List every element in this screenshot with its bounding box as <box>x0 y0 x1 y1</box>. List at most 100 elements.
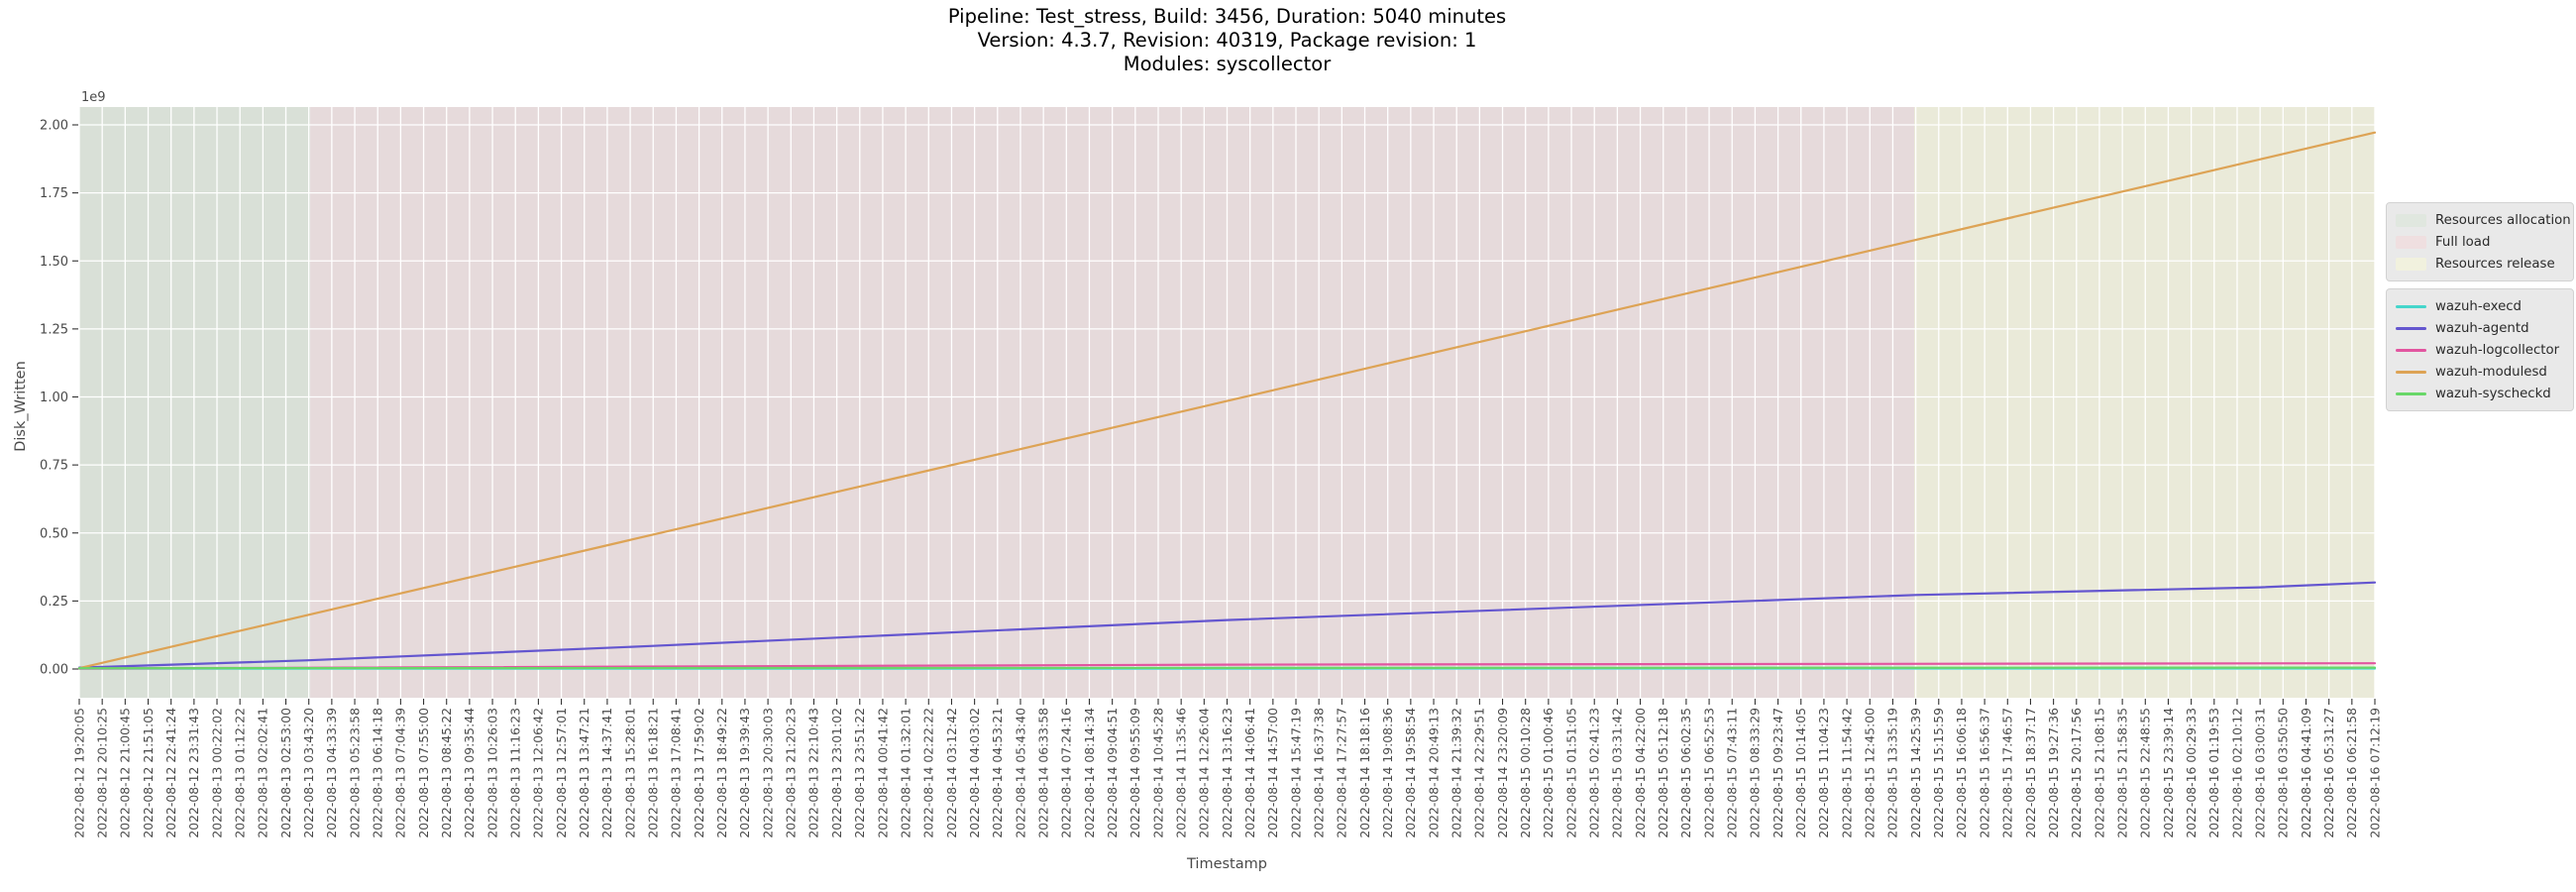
legend-label: Resources allocation <box>2435 212 2571 228</box>
x-tick-label: 2022-08-13 23:01:02 <box>829 708 844 838</box>
phase-span-resources-allocation <box>79 107 311 698</box>
x-tick-label: 2022-08-14 05:43:40 <box>1013 708 1027 838</box>
x-tick-label: 2022-08-13 05:23:58 <box>347 708 362 838</box>
x-tick-label: 2022-08-13 03:43:20 <box>301 708 316 838</box>
x-tick-label: 2022-08-15 15:15:59 <box>1931 708 1946 838</box>
x-tick-label: 2022-08-13 18:49:22 <box>714 708 729 838</box>
x-tick-label: 2022-08-12 23:31:43 <box>186 708 201 838</box>
series-lines <box>77 131 2377 670</box>
x-tick-label: 2022-08-14 14:06:41 <box>1242 708 1257 838</box>
x-tick-label: 2022-08-14 10:45:28 <box>1150 708 1165 838</box>
legend-series: wazuh-execd wazuh-agentd wazuh-logcollecto… <box>2386 288 2574 411</box>
x-tick-label: 2022-08-13 07:55:00 <box>416 708 431 838</box>
x-tick-label: 2022-08-15 16:06:18 <box>1954 708 1969 838</box>
y-tick-label: 0.00 <box>40 663 68 678</box>
legend-item-resources-release: Resources release <box>2396 253 2564 275</box>
x-tick-label: 2022-08-15 22:48:55 <box>2138 708 2153 838</box>
x-tick-label: 2022-08-13 02:53:00 <box>278 708 293 838</box>
legend-item-resources-allocation: Resources allocation <box>2396 209 2571 231</box>
y-tick-label: 0.25 <box>40 595 68 610</box>
x-tick-label: 2022-08-13 12:06:42 <box>531 708 546 838</box>
legend-label: Full load <box>2435 234 2491 250</box>
x-tick-label: 2022-08-15 20:17:56 <box>2069 708 2084 838</box>
x-tick-label: 2022-08-14 04:53:21 <box>990 708 1005 838</box>
x-tick-label: 2022-08-15 07:43:11 <box>1725 708 1740 838</box>
x-tick-label: 2022-08-14 21:39:32 <box>1449 708 1464 838</box>
x-tick-label: 2022-08-14 02:22:22 <box>921 708 936 838</box>
resources-allocation-swatch <box>2396 213 2426 227</box>
x-tick-label: 2022-08-15 13:35:19 <box>1885 708 1900 838</box>
x-tick-label: 2022-08-13 19:39:43 <box>737 708 752 838</box>
x-tick-label: 2022-08-16 06:21:58 <box>2344 708 2359 838</box>
x-tick-label: 2022-08-15 09:23:47 <box>1771 708 1785 838</box>
x-tick-label: 2022-08-13 04:33:39 <box>324 708 339 838</box>
x-tick-label: 2022-08-16 05:31:27 <box>2321 708 2336 838</box>
title-line-1: Pipeline: Test_stress, Build: 3456, Dura… <box>947 5 1507 28</box>
x-tick-label: 2022-08-13 10:26:03 <box>484 708 499 838</box>
x-tick-label: 2022-08-15 05:12:18 <box>1656 708 1670 838</box>
y-axis-offset-label: 1e9 <box>81 90 106 105</box>
x-axis-label: Timestamp <box>1187 856 1267 872</box>
legend-phases: Resources allocation Full load Resources r… <box>2386 202 2574 281</box>
wazuh-modulesd-swatch <box>2396 370 2426 374</box>
x-tick-label: 2022-08-14 04:03:02 <box>967 708 982 838</box>
x-tick-label: 2022-08-13 00:22:02 <box>209 708 224 838</box>
x-tick-label: 2022-08-14 00:41:42 <box>875 708 890 838</box>
x-tick-label: 2022-08-14 03:12:42 <box>944 708 959 838</box>
x-tick-label: 2022-08-15 16:56:37 <box>1977 708 1991 838</box>
x-tick-label: 2022-08-14 07:24:16 <box>1059 708 1074 838</box>
full-load-swatch <box>2396 235 2426 249</box>
x-tick-label: 2022-08-13 01:12:22 <box>232 708 247 838</box>
legend-item-wazuh-logcollector: wazuh-logcollector <box>2396 339 2564 361</box>
x-tick-label: 2022-08-12 22:41:24 <box>163 708 178 838</box>
y-tick-label: 1.25 <box>40 322 68 337</box>
x-tick-label: 2022-08-15 11:54:42 <box>1839 708 1854 838</box>
x-tick-label: 2022-08-13 12:57:01 <box>554 708 569 838</box>
x-tick-label: 2022-08-16 00:29:33 <box>2184 708 2199 838</box>
x-tick-label: 2022-08-13 08:45:22 <box>439 708 454 838</box>
x-tick-label: 2022-08-14 16:37:38 <box>1311 708 1326 838</box>
x-tick-label: 2022-08-13 21:20:23 <box>784 708 799 838</box>
x-tick-label: 2022-08-15 19:27:36 <box>2046 708 2061 838</box>
title-line-2: Version: 4.3.7, Revision: 40319, Package… <box>977 29 1477 52</box>
title-line-3: Modules: syscollector <box>1123 53 1332 75</box>
x-tick-label: 2022-08-15 11:04:23 <box>1816 708 1831 838</box>
x-tick-label: 2022-08-13 02:02:41 <box>256 708 270 838</box>
x-tick-label: 2022-08-12 21:51:05 <box>141 708 156 838</box>
x-tick-label: 2022-08-16 07:12:19 <box>2367 708 2382 838</box>
x-tick-label: 2022-08-15 10:14:05 <box>1793 708 1808 838</box>
legend-item-wazuh-syscheckd: wazuh-syscheckd <box>2396 383 2564 404</box>
x-tick-label: 2022-08-13 16:18:21 <box>646 708 661 838</box>
x-tick-label: 2022-08-16 03:00:31 <box>2252 708 2267 838</box>
x-tick-label: 2022-08-15 00:10:28 <box>1518 708 1533 838</box>
axis-tick-marks <box>72 124 2376 705</box>
x-tick-label: 2022-08-13 06:14:18 <box>371 708 385 838</box>
x-tick-label: 2022-08-14 19:08:36 <box>1380 708 1395 838</box>
x-tick-label: 2022-08-15 02:41:23 <box>1587 708 1602 838</box>
x-tick-label: 2022-08-14 09:55:09 <box>1127 708 1142 838</box>
x-tick-label: 2022-08-12 21:00:45 <box>118 708 133 838</box>
phase-span-resources-release <box>1913 107 2375 698</box>
x-tick-label: 2022-08-15 03:31:42 <box>1610 708 1625 838</box>
series-line-wazuh-agentd <box>77 581 2377 669</box>
x-tick-label: 2022-08-14 14:57:00 <box>1265 708 1280 838</box>
x-tick-label: 2022-08-12 20:10:25 <box>94 708 109 838</box>
x-tick-label: 2022-08-14 06:33:58 <box>1035 708 1050 838</box>
x-tick-label: 2022-08-14 01:32:01 <box>898 708 912 838</box>
x-tick-label: 2022-08-14 23:20:09 <box>1495 708 1510 838</box>
x-tick-label: 2022-08-16 03:50:50 <box>2276 708 2291 838</box>
x-tick-label: 2022-08-16 01:19:53 <box>2206 708 2221 838</box>
x-tick-label: 2022-08-13 17:08:41 <box>669 708 684 838</box>
x-tick-label: 2022-08-14 09:04:51 <box>1105 708 1120 838</box>
legend-item-wazuh-modulesd: wazuh-modulesd <box>2396 361 2564 383</box>
x-tick-label: 2022-08-13 20:30:03 <box>760 708 775 838</box>
legend-label: wazuh-execd <box>2435 298 2522 314</box>
x-tick-label: 2022-08-15 17:46:57 <box>2000 708 2015 838</box>
resources-release-swatch <box>2396 257 2426 271</box>
y-tick-label: 1.75 <box>40 186 68 201</box>
x-tick-label: 2022-08-14 13:16:23 <box>1220 708 1234 838</box>
wazuh-execd-swatch <box>2396 304 2426 308</box>
x-tick-label: 2022-08-13 23:51:22 <box>852 708 867 838</box>
y-tick-label: 0.50 <box>40 526 68 541</box>
x-tick-label: 2022-08-15 18:37:17 <box>2023 708 2038 838</box>
